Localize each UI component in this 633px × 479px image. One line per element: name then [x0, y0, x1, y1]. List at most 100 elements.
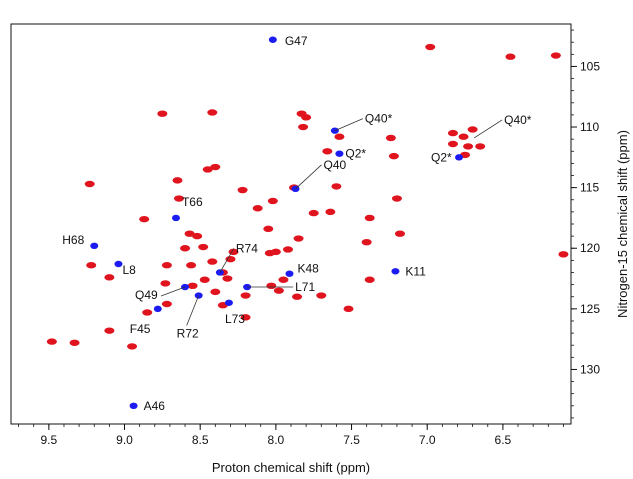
- x-axis-ticks: 9.5 9.0 8.5 8.0 7.5 7.0 6.5: [18, 424, 564, 447]
- blue-peak: [455, 154, 463, 161]
- x-tick-label: 7.0: [419, 433, 436, 447]
- red-peak: [104, 327, 115, 334]
- peak-label: Q40*: [504, 113, 532, 127]
- blue-peak: [224, 299, 233, 306]
- red-peak: [282, 246, 293, 253]
- red-peak: [273, 287, 284, 294]
- red-peak: [293, 235, 304, 242]
- peak-label: Q2*: [345, 147, 366, 161]
- red-peak: [139, 215, 150, 223]
- blue-peak: [268, 36, 277, 43]
- red-peak: [394, 230, 405, 237]
- peak-label: R74: [236, 241, 258, 255]
- red-peak: [447, 140, 458, 148]
- peak-label: R72: [177, 327, 199, 341]
- red-peak: [198, 243, 209, 251]
- y-axis-label: Nitrogen-15 chemical shift (ppm): [615, 130, 630, 318]
- red-peak: [292, 293, 303, 300]
- red-peak: [475, 143, 486, 150]
- annotation-leader: [219, 248, 235, 273]
- red-peak: [237, 186, 248, 194]
- y-tick-label: 115: [580, 181, 599, 195]
- red-peak: [210, 288, 221, 296]
- red-peak: [69, 339, 80, 346]
- red-peak: [334, 133, 345, 140]
- blue-peak: [153, 305, 162, 313]
- red-peak: [86, 262, 97, 269]
- red-peak: [505, 53, 516, 60]
- red-peak: [278, 276, 289, 283]
- red-peak: [467, 126, 478, 133]
- y-tick-label: 130: [580, 362, 600, 376]
- annotation-leader: [473, 119, 503, 139]
- peak-label: L73: [225, 312, 245, 326]
- red-peak: [331, 183, 342, 190]
- peak-label: T66: [182, 195, 203, 209]
- red-peak: [463, 143, 474, 150]
- red-peak: [266, 282, 277, 290]
- red-peak: [192, 232, 203, 240]
- x-tick-label: 7.5: [343, 433, 360, 447]
- peak-label: K48: [297, 262, 319, 276]
- peak-label: L71: [295, 280, 315, 294]
- red-peak: [364, 214, 375, 222]
- blue-peak: [129, 402, 138, 410]
- peak-label: F45: [130, 322, 151, 336]
- x-tick-label: 8.5: [192, 433, 209, 447]
- red-peak: [550, 52, 561, 59]
- red-peak: [187, 282, 198, 290]
- red-peak: [361, 238, 372, 246]
- y-tick-label: 110: [580, 120, 599, 134]
- y-tick-label: 105: [580, 59, 600, 73]
- peak-label: H68: [62, 233, 84, 247]
- red-peak: [385, 134, 396, 142]
- red-peak: [298, 123, 309, 131]
- red-peak: [325, 208, 336, 216]
- red-peak: [263, 225, 274, 233]
- blue-peak: [114, 260, 123, 268]
- red-peak: [127, 343, 138, 350]
- peak-label: Q2*: [431, 150, 452, 164]
- red-peak: [160, 280, 171, 287]
- peak-label: G47: [285, 34, 308, 48]
- red-peak: [104, 274, 115, 281]
- x-tick-label: 9.0: [116, 433, 133, 447]
- plot-frame: [10, 23, 572, 425]
- red-peak: [240, 292, 251, 299]
- red-peak: [558, 251, 569, 258]
- red-peak: [388, 152, 399, 160]
- red-peak: [425, 43, 436, 51]
- x-tick-label: 8.0: [268, 433, 285, 447]
- red-peak: [161, 262, 172, 269]
- red-peak: [207, 258, 218, 265]
- y-tick-label: 120: [580, 241, 600, 255]
- blue-peak: [171, 214, 180, 222]
- red-peak: [184, 230, 195, 237]
- peak-label: Q40: [324, 158, 347, 172]
- red-peak: [199, 276, 210, 283]
- blue-peak: [391, 268, 400, 275]
- red-peak: [142, 309, 153, 316]
- red-peak: [161, 300, 172, 308]
- blue-peak: [285, 270, 294, 277]
- x-axis-label: Proton chemical shift (ppm): [212, 460, 370, 475]
- x-tick-label: 6.5: [495, 433, 512, 447]
- red-peak: [308, 209, 319, 217]
- red-peak: [46, 338, 57, 345]
- red-peak: [157, 110, 168, 117]
- peak-label: A46: [144, 399, 166, 413]
- red-peak: [172, 177, 183, 184]
- peak-label: Q40*: [365, 112, 393, 126]
- red-peak: [458, 133, 469, 140]
- red-peak: [301, 114, 312, 121]
- red-peak: [267, 197, 278, 205]
- annotation-leader: [186, 295, 200, 326]
- red-peak: [391, 195, 402, 202]
- red-peak: [202, 166, 213, 173]
- red-peak: [84, 180, 95, 188]
- blue-peak: [335, 150, 344, 157]
- red-peak: [316, 292, 327, 299]
- red-peak: [174, 195, 184, 202]
